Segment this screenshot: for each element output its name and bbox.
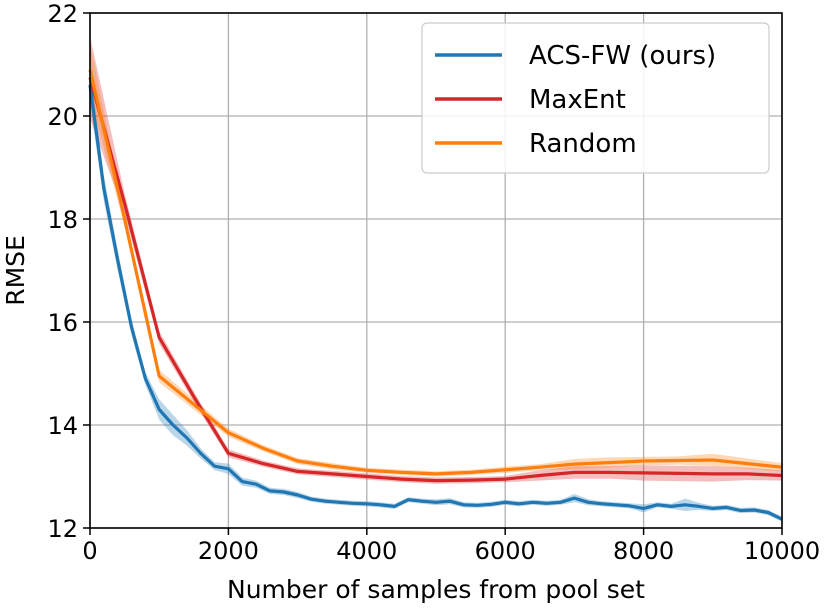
legend: ACS-FW (ours) MaxEnt Random	[421, 22, 770, 174]
legend-label: ACS-FW (ours)	[529, 41, 716, 71]
y-tick-label: 12	[47, 515, 78, 543]
y-tick-label: 14	[47, 412, 78, 440]
x-tick-label: 2000	[198, 537, 259, 565]
series-lines	[88, 69, 783, 521]
series-line-random	[88, 69, 783, 476]
x-axis-label: Number of samples from pool set	[227, 575, 645, 604]
y-tick-label: 16	[47, 309, 78, 337]
plot-frame	[89, 12, 783, 529]
y-tick-label: 18	[47, 206, 78, 234]
y-tick-label: 20	[47, 103, 78, 131]
y-axis-label: RMSE	[1, 235, 30, 306]
x-tick-label: 6000	[475, 537, 536, 565]
axis-ticks: 0 2000 4000 6000 8000 10000 12 14 16 18 20 22	[47, 0, 820, 565]
x-tick-label: 0	[82, 537, 97, 565]
y-tick-label: 22	[47, 0, 78, 28]
legend-label: MaxEnt	[529, 85, 626, 115]
legend-box	[421, 22, 770, 174]
x-tick-label: 10000	[744, 537, 820, 565]
legend-label: Random	[529, 129, 637, 159]
x-tick-label: 4000	[336, 537, 397, 565]
x-tick-label: 8000	[613, 537, 674, 565]
series-line-acs-fw-ours-	[88, 84, 783, 521]
